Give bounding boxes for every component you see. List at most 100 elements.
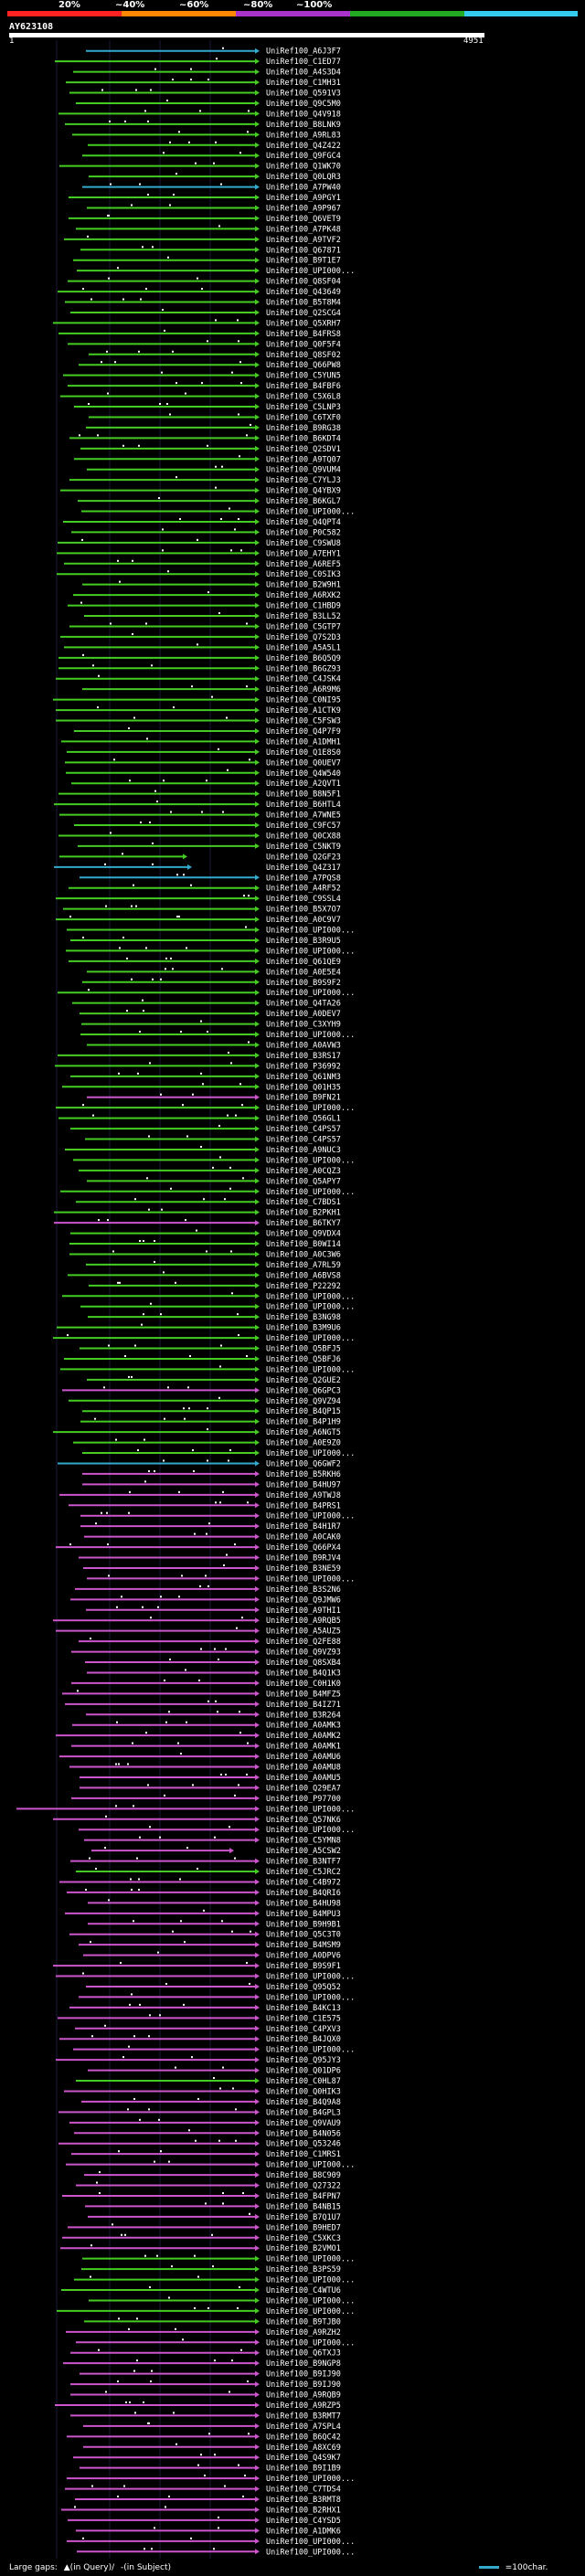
hit-label[interactable]: UniRef100_Q4TA26 [266, 1000, 341, 1009]
hit-label[interactable]: UniRef100_Q67871 [266, 246, 341, 255]
hit-label[interactable]: UniRef100_UPI000... [266, 1574, 355, 1584]
hit-label[interactable]: UniRef100_Q9JMW6 [266, 1595, 341, 1605]
hit-label[interactable]: UniRef100_A9TVF2 [266, 236, 341, 245]
hit-label[interactable]: UniRef100_C5JRC2 [266, 1868, 341, 1877]
hit-label[interactable]: UniRef100_A0AMU5 [266, 1774, 341, 1783]
hit-label[interactable]: UniRef100_B5X7O7 [266, 906, 341, 915]
hit-label[interactable]: UniRef100_B4MSM9 [266, 1941, 341, 1950]
hit-label[interactable]: UniRef100_A9TWJ8 [266, 1491, 341, 1500]
hit-label[interactable]: UniRef100_UPI000... [266, 2475, 355, 2484]
hit-label[interactable]: UniRef100_Q1WK70 [266, 163, 341, 172]
hit-label[interactable]: UniRef100_B3NE59 [266, 1564, 341, 1574]
hit-label[interactable]: UniRef100_C4YSD5 [266, 2517, 341, 2526]
hit-label[interactable]: UniRef100_UPI000... [266, 2255, 355, 2264]
hit-label[interactable]: UniRef100_C6TXF0 [266, 413, 341, 422]
hit-label[interactable]: UniRef100_A7EHY1 [266, 549, 341, 558]
hit-label[interactable]: UniRef100_Q01H35 [266, 1083, 341, 1092]
hit-label[interactable]: UniRef100_B9TJB0 [266, 2317, 341, 2327]
hit-label[interactable]: UniRef100_B2W9H1 [266, 581, 341, 590]
hit-label[interactable]: UniRef100_A0C9V7 [266, 916, 341, 925]
hit-label[interactable]: UniRef100_UPI000... [266, 1512, 355, 1521]
hit-label[interactable]: UniRef100_C5NKT9 [266, 843, 341, 852]
hit-label[interactable]: UniRef100_B4MFZ5 [266, 1690, 341, 1699]
hit-label[interactable]: UniRef100_Q61NM3 [266, 1073, 341, 1082]
hit-label[interactable]: UniRef100_B3NTF7 [266, 1858, 341, 1867]
hit-label[interactable]: UniRef100_UPI000... [266, 1156, 355, 1165]
hit-label[interactable]: UniRef100_Q4P7F9 [266, 727, 341, 737]
hit-label[interactable]: UniRef100_B9HED7 [266, 2223, 341, 2232]
hit-label[interactable]: UniRef100_B9RG38 [266, 424, 341, 433]
hit-label[interactable]: UniRef100_A2QVT1 [266, 779, 341, 789]
hit-label[interactable]: UniRef100_Q66PX4 [266, 1543, 341, 1553]
hit-label[interactable]: UniRef100_P22292 [266, 1282, 341, 1291]
hit-label[interactable]: UniRef100_C9SSL4 [266, 895, 341, 904]
hit-label[interactable]: UniRef100_B6Q5Q9 [266, 654, 341, 663]
hit-label[interactable]: UniRef100_Q9C5M0 [266, 100, 341, 109]
hit-label[interactable]: UniRef100_A0AMK1 [266, 1743, 341, 1752]
hit-label[interactable]: UniRef100_UPI000... [266, 1303, 355, 1312]
hit-label[interactable]: UniRef100_C5XKC3 [266, 2234, 341, 2243]
hit-label[interactable]: UniRef100_UPI000... [266, 2307, 355, 2316]
hit-label[interactable]: UniRef100_A0DEV7 [266, 1010, 341, 1019]
hit-label[interactable]: UniRef100_UPI000... [266, 1365, 355, 1374]
hit-label[interactable]: UniRef100_Q2SDV1 [266, 445, 341, 454]
hit-label[interactable]: UniRef100_Q7S2D3 [266, 633, 341, 642]
hit-label[interactable]: UniRef100_B9IJ90 [266, 2370, 341, 2380]
hit-label[interactable]: UniRef100_Q2SCG4 [266, 309, 341, 318]
hit-label[interactable]: UniRef100_A9THI1 [266, 1606, 341, 1616]
hit-label[interactable]: UniRef100_B4FBF6 [266, 382, 341, 391]
hit-label[interactable]: UniRef100_Q591V3 [266, 90, 341, 99]
hit-label[interactable]: UniRef100_A0AMK2 [266, 1732, 341, 1741]
hit-label[interactable]: UniRef100_A7WNE5 [266, 811, 341, 821]
hit-label[interactable]: UniRef100_UPI000... [266, 2276, 355, 2285]
hit-label[interactable]: UniRef100_A6BVS8 [266, 1271, 341, 1280]
hit-label[interactable]: UniRef100_Q6GWF2 [266, 1459, 341, 1468]
hit-label[interactable]: UniRef100_A5A5L1 [266, 643, 341, 652]
hit-label[interactable]: UniRef100_Q53246 [266, 2140, 341, 2149]
hit-label[interactable]: UniRef100_B4GPL3 [266, 2108, 341, 2117]
hit-label[interactable]: UniRef100_C4PS57 [266, 1125, 341, 1134]
hit-label[interactable]: UniRef100_Q66PW8 [266, 361, 341, 370]
hit-label[interactable]: UniRef100_B8C909 [266, 2171, 341, 2180]
hit-label[interactable]: UniRef100_B4N056 [266, 2129, 341, 2138]
hit-label[interactable]: UniRef100_B8LNK9 [266, 121, 341, 130]
hit-label[interactable]: UniRef100_A1CTK9 [266, 706, 341, 716]
hit-label[interactable]: UniRef100_Q4YBX9 [266, 487, 341, 496]
hit-label[interactable]: UniRef100_Q6VET9 [266, 215, 341, 224]
hit-label[interactable]: UniRef100_A0E5E4 [266, 968, 341, 977]
hit-label[interactable]: UniRef100_Q5BFJ6 [266, 1355, 341, 1364]
hit-label[interactable]: UniRef100_C7BDS1 [266, 1198, 341, 1207]
hit-label[interactable]: UniRef100_Q4S9K7 [266, 2454, 341, 2463]
hit-label[interactable]: UniRef100_A9TQ07 [266, 455, 341, 464]
hit-label[interactable]: UniRef100_C0NI95 [266, 696, 341, 705]
hit-label[interactable]: UniRef100_A0E9Z0 [266, 1439, 341, 1448]
hit-label[interactable]: UniRef100_Q6TXJ3 [266, 2349, 341, 2359]
hit-label[interactable]: UniRef100_A7RL59 [266, 1261, 341, 1270]
hit-label[interactable]: UniRef100_Q9VDX4 [266, 1230, 341, 1239]
hit-label[interactable]: UniRef100_UPI000... [266, 1805, 355, 1814]
hit-label[interactable]: UniRef100_Q0UEV7 [266, 758, 341, 768]
hit-label[interactable]: UniRef100_B4FPN7 [266, 2192, 341, 2201]
hit-label[interactable]: UniRef100_A5AUZ5 [266, 1627, 341, 1637]
hit-label[interactable]: UniRef100_A1DMK6 [266, 2527, 341, 2536]
hit-label[interactable]: UniRef100_P97700 [266, 1795, 341, 1804]
hit-label[interactable]: UniRef100_Q5BFJ5 [266, 1345, 341, 1354]
hit-label[interactable]: UniRef100_A6R9M6 [266, 685, 341, 694]
hit-label[interactable]: UniRef100_B4NB15 [266, 2202, 341, 2211]
hit-label[interactable]: UniRef100_UPI000... [266, 2161, 355, 2170]
hit-label[interactable]: UniRef100_Q2GUE2 [266, 1376, 341, 1385]
hit-label[interactable]: UniRef100_A0CQZ3 [266, 1167, 341, 1176]
hit-label[interactable]: UniRef100_Q9FGC4 [266, 152, 341, 161]
hit-label[interactable]: UniRef100_B0WI14 [266, 1240, 341, 1249]
hit-label[interactable]: UniRef100_A9RZH2 [266, 2328, 341, 2337]
hit-label[interactable]: UniRef100_C5FSW3 [266, 717, 341, 726]
hit-label[interactable]: UniRef100_B5T8M4 [266, 299, 341, 308]
hit-label[interactable]: UniRef100_B4KC13 [266, 2004, 341, 2013]
hit-label[interactable]: UniRef100_A0AMU6 [266, 1753, 341, 1762]
hit-label[interactable]: UniRef100_UPI000... [266, 2338, 355, 2348]
hit-label[interactable]: UniRef100_C7TDS4 [266, 2486, 341, 2495]
hit-label[interactable]: UniRef100_B3NG98 [266, 1313, 341, 1322]
hit-label[interactable]: UniRef100_Q2FE88 [266, 1638, 341, 1647]
hit-label[interactable]: UniRef100_B3R9U5 [266, 937, 341, 946]
hit-label[interactable]: UniRef100_A6RXK2 [266, 591, 341, 600]
